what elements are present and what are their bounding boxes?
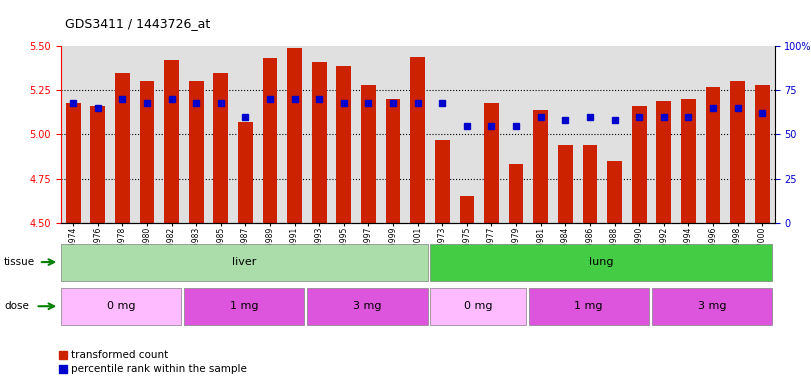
- Bar: [213, 73, 228, 223]
- Bar: [184, 288, 304, 325]
- Bar: [312, 62, 327, 223]
- Bar: [632, 106, 646, 223]
- Text: lung: lung: [589, 257, 613, 267]
- Bar: [238, 122, 253, 223]
- Bar: [410, 57, 425, 223]
- Bar: [529, 288, 649, 325]
- Bar: [62, 243, 427, 281]
- Text: tissue: tissue: [4, 257, 35, 267]
- Bar: [681, 99, 696, 223]
- Bar: [386, 99, 401, 223]
- Bar: [656, 101, 672, 223]
- Bar: [558, 145, 573, 223]
- Text: transformed count: transformed count: [71, 350, 169, 360]
- Bar: [115, 73, 130, 223]
- Bar: [189, 81, 204, 223]
- Bar: [534, 110, 548, 223]
- Bar: [66, 103, 80, 223]
- Text: 1 mg: 1 mg: [574, 301, 603, 311]
- Text: GDS3411 / 1443726_at: GDS3411 / 1443726_at: [65, 17, 210, 30]
- Bar: [139, 81, 154, 223]
- Bar: [607, 161, 622, 223]
- Bar: [435, 140, 449, 223]
- Text: 3 mg: 3 mg: [353, 301, 381, 311]
- Text: 0 mg: 0 mg: [464, 301, 492, 311]
- Bar: [337, 66, 351, 223]
- Bar: [484, 103, 499, 223]
- Bar: [582, 145, 598, 223]
- Text: dose: dose: [4, 301, 29, 311]
- Bar: [508, 164, 523, 223]
- Bar: [730, 81, 745, 223]
- Bar: [431, 243, 772, 281]
- Bar: [755, 85, 770, 223]
- Text: liver: liver: [232, 257, 256, 267]
- Bar: [263, 58, 277, 223]
- Bar: [361, 85, 375, 223]
- Text: 0 mg: 0 mg: [107, 301, 135, 311]
- Bar: [460, 196, 474, 223]
- Text: percentile rank within the sample: percentile rank within the sample: [71, 364, 247, 374]
- Bar: [62, 288, 182, 325]
- Bar: [90, 106, 105, 223]
- Bar: [287, 48, 302, 223]
- Text: 3 mg: 3 mg: [697, 301, 726, 311]
- Text: 1 mg: 1 mg: [230, 301, 259, 311]
- Bar: [307, 288, 427, 325]
- Bar: [706, 87, 720, 223]
- Bar: [652, 288, 772, 325]
- Bar: [164, 60, 179, 223]
- Bar: [431, 288, 526, 325]
